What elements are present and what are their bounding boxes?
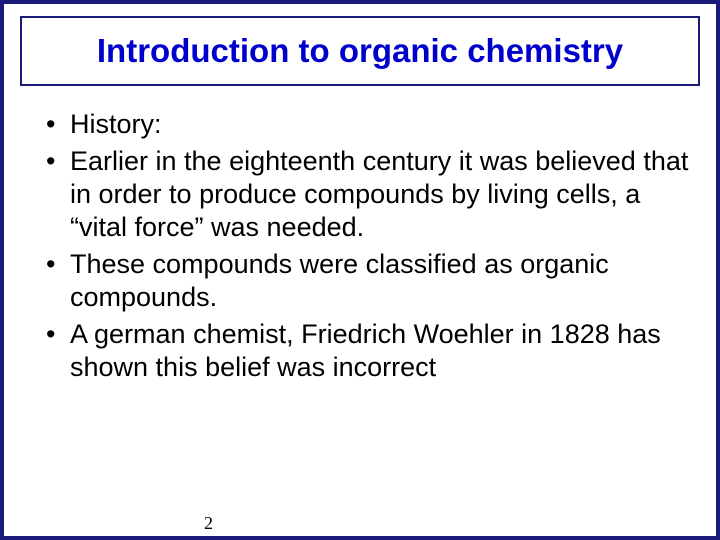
title-box: Introduction to organic chemistry — [20, 16, 700, 86]
bullet-item: A german chemist, Friedrich Woehler in 1… — [46, 318, 700, 384]
bullet-list: History: Earlier in the eighteenth centu… — [20, 108, 700, 384]
bullet-item: History: — [46, 108, 700, 141]
bullet-item: Earlier in the eighteenth century it was… — [46, 145, 700, 244]
bullet-item: These compounds were classified as organ… — [46, 248, 700, 314]
page-number: 2 — [204, 513, 213, 534]
slide-frame: Introduction to organic chemistry Histor… — [0, 0, 720, 540]
slide-title: Introduction to organic chemistry — [32, 32, 688, 70]
